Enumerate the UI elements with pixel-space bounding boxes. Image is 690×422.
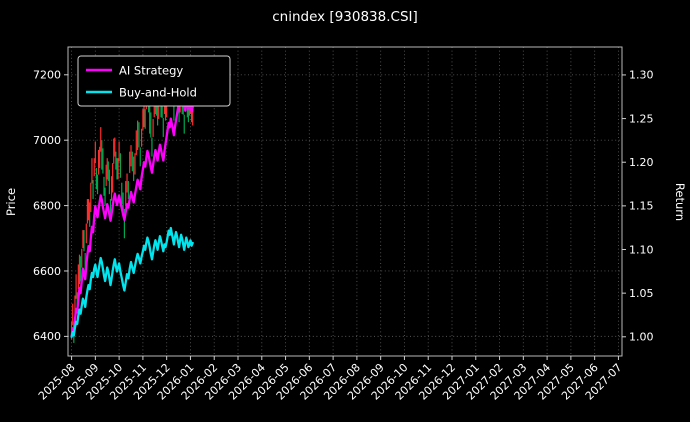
- axis-ticks: 6400 6600 6800 7000 7200 1.00 1.05 1.10 1.15 1.20…: [33, 69, 654, 403]
- line-series: [70, 91, 194, 338]
- legend-box: [77, 55, 231, 107]
- return-tick-label: 1.25: [629, 112, 654, 125]
- price-tick-label: 6600: [33, 265, 61, 278]
- return-tick-label: 1.10: [629, 243, 654, 256]
- price-axis-label: Price: [4, 188, 18, 216]
- plot-frame: [67, 46, 623, 357]
- return-tick-label: 1.15: [629, 200, 654, 213]
- price-tick-label: 7000: [33, 134, 61, 147]
- return-tick-label: 1.30: [629, 69, 654, 82]
- return-tick-label: 1.20: [629, 156, 654, 169]
- legend-label-buy-and-hold: Buy-and-Hold: [119, 86, 197, 100]
- gridlines: [68, 47, 622, 356]
- buy-and-hold-line: [70, 226, 194, 338]
- legend-label-ai-strategy: AI Strategy: [119, 64, 183, 78]
- price-tick-label: 7200: [33, 69, 61, 82]
- return-tick-label: 1.00: [629, 331, 654, 344]
- price-tick-label: 6800: [33, 199, 61, 212]
- chart-title: cnindex [930838.CSI]: [272, 9, 418, 25]
- legend: AI Strategy Buy-and-Hold: [77, 55, 231, 107]
- ai-strategy-line: [70, 91, 194, 338]
- return-axis-label: Return: [673, 183, 687, 221]
- return-tick-label: 1.05: [629, 287, 654, 300]
- price-tick-label: 6400: [33, 330, 61, 343]
